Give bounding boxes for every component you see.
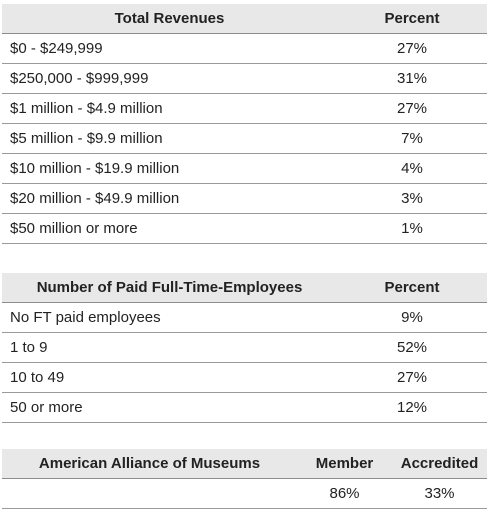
column-header-member: Member bbox=[297, 449, 392, 479]
table-row: $50 million or more 1% bbox=[2, 213, 487, 244]
table-row: $1 million - $4.9 million 27% bbox=[2, 93, 487, 124]
table-row: 86% 33% bbox=[2, 478, 487, 509]
table-row: $10 million - $19.9 million 4% bbox=[2, 153, 487, 184]
revenue-percent-value: 4% bbox=[337, 153, 487, 184]
full-time-employees-table: Number of Paid Full-Time-Employees Perce… bbox=[2, 273, 487, 423]
column-header-percent: Percent bbox=[337, 4, 487, 34]
aam-member-value: 86% bbox=[297, 478, 392, 509]
table-header-row: American Alliance of Museums Member Accr… bbox=[2, 449, 487, 479]
table-row: 50 or more 12% bbox=[2, 392, 487, 423]
total-revenues-table: Total Revenues Percent $0 - $249,999 27%… bbox=[2, 4, 487, 244]
table-row: $250,000 - $999,999 31% bbox=[2, 63, 487, 94]
revenue-range-label: $20 million - $49.9 million bbox=[2, 183, 337, 214]
employee-range-label: 1 to 9 bbox=[2, 332, 337, 363]
employee-percent-value: 52% bbox=[337, 332, 487, 363]
employee-percent-value: 9% bbox=[337, 302, 487, 333]
column-header-employees: Number of Paid Full-Time-Employees bbox=[2, 273, 337, 303]
aam-accredited-value: 33% bbox=[392, 478, 487, 509]
revenue-percent-value: 27% bbox=[337, 33, 487, 64]
employee-range-label: No FT paid employees bbox=[2, 302, 337, 333]
revenue-percent-value: 7% bbox=[337, 123, 487, 154]
employee-percent-value: 12% bbox=[337, 392, 487, 423]
table-row: 10 to 49 27% bbox=[2, 362, 487, 393]
column-header-accredited: Accredited bbox=[392, 449, 487, 479]
table-row: $0 - $249,999 27% bbox=[2, 33, 487, 64]
revenue-range-label: $0 - $249,999 bbox=[2, 33, 337, 64]
column-header-total-revenues: Total Revenues bbox=[2, 4, 337, 34]
table-row: $20 million - $49.9 million 3% bbox=[2, 183, 487, 214]
table-row: No FT paid employees 9% bbox=[2, 302, 487, 333]
revenue-range-label: $5 million - $9.9 million bbox=[2, 123, 337, 154]
revenue-range-label: $50 million or more bbox=[2, 213, 337, 244]
aam-table: American Alliance of Museums Member Accr… bbox=[2, 449, 487, 509]
revenue-percent-value: 31% bbox=[337, 63, 487, 94]
column-header-percent: Percent bbox=[337, 273, 487, 303]
column-header-aam: American Alliance of Museums bbox=[2, 449, 297, 479]
revenue-percent-value: 3% bbox=[337, 183, 487, 214]
employee-percent-value: 27% bbox=[337, 362, 487, 393]
table-header-row: Number of Paid Full-Time-Employees Perce… bbox=[2, 273, 487, 303]
revenue-percent-value: 1% bbox=[337, 213, 487, 244]
employee-range-label: 10 to 49 bbox=[2, 362, 337, 393]
revenue-percent-value: 27% bbox=[337, 93, 487, 124]
table-header-row: Total Revenues Percent bbox=[2, 4, 487, 34]
revenue-range-label: $1 million - $4.9 million bbox=[2, 93, 337, 124]
table-row: 1 to 9 52% bbox=[2, 332, 487, 363]
revenue-range-label: $10 million - $19.9 million bbox=[2, 153, 337, 184]
table-row: $5 million - $9.9 million 7% bbox=[2, 123, 487, 154]
employee-range-label: 50 or more bbox=[2, 392, 337, 423]
revenue-range-label: $250,000 - $999,999 bbox=[2, 63, 337, 94]
aam-row-label bbox=[2, 478, 297, 509]
